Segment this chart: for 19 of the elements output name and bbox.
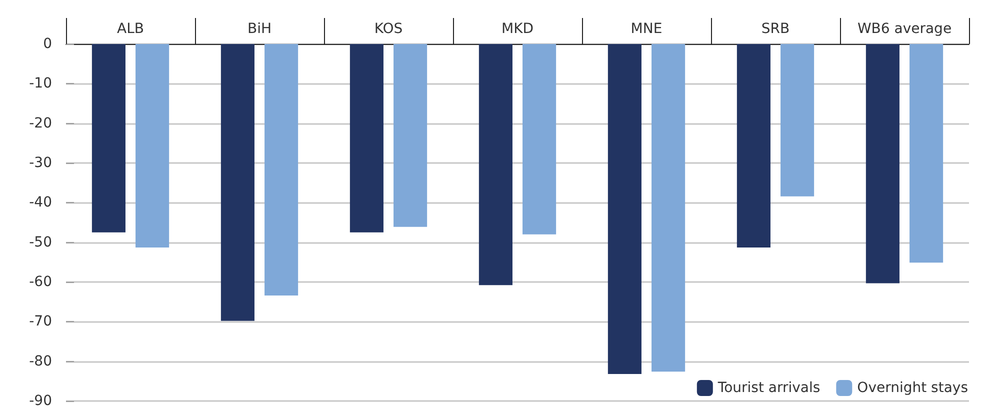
x-tick-label: ALB	[117, 21, 144, 37]
x-tick-label: WB6 average	[857, 21, 952, 37]
y-tick-label: -80	[29, 353, 52, 370]
y-tick-label: -60	[29, 274, 52, 290]
y-tick-label: 0	[43, 36, 52, 52]
legend-label: Overnight stays	[857, 380, 968, 396]
x-tick-label: KOS	[374, 21, 403, 37]
y-tick-label: -20	[29, 115, 52, 132]
x-tick-label: SRB	[761, 21, 790, 37]
y-tick-label: -40	[29, 194, 52, 211]
y-tick-label: -70	[29, 314, 52, 330]
x-tick-label: BiH	[247, 21, 272, 37]
y-tick-label: -30	[29, 155, 52, 171]
y-tick-label: -50	[29, 234, 52, 250]
x-tick-label: MNE	[630, 21, 662, 37]
y-tick-label: -90	[29, 393, 52, 409]
y-tick-label: -10	[29, 76, 52, 92]
legend-label: Tourist arrivals	[716, 380, 820, 396]
x-tick-label: MKD	[501, 21, 534, 37]
